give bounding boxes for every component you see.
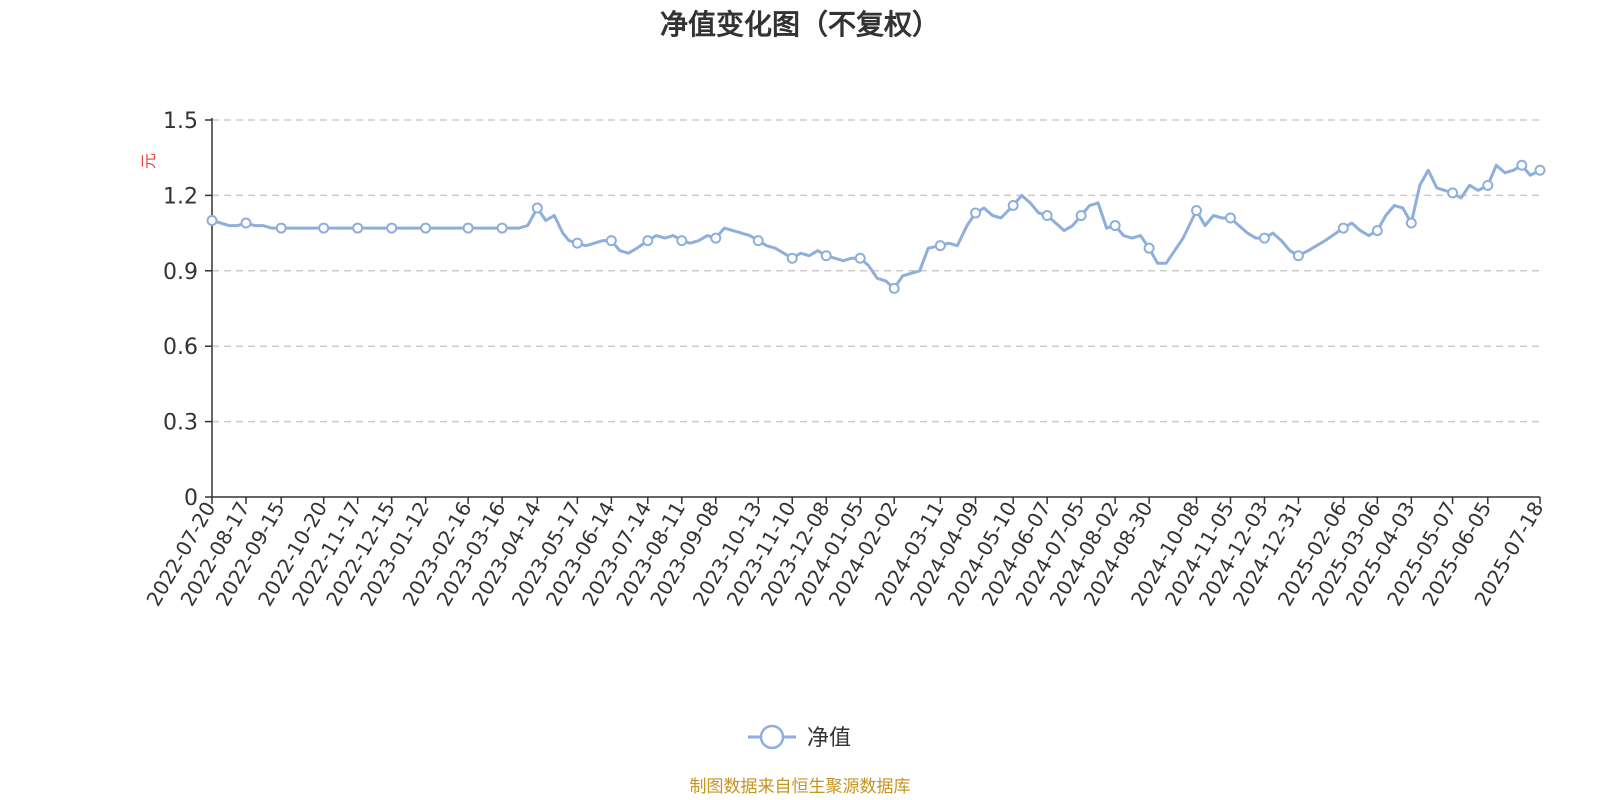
y-axis-unit-label: 元 [139, 153, 158, 169]
data-point [1447, 187, 1459, 199]
y-tick-label: 0.6 [163, 335, 198, 360]
data-point [642, 235, 654, 247]
data-point [1516, 159, 1528, 171]
data-point [531, 202, 543, 214]
data-point [571, 237, 583, 249]
y-tick-label: 1.2 [163, 184, 198, 209]
data-source-note: 制图数据来自恒生聚源数据库 [690, 777, 911, 797]
data-point [1258, 232, 1270, 244]
data-point [970, 207, 982, 219]
data-point [1371, 225, 1383, 237]
data-point [1041, 210, 1053, 222]
data-point [1190, 204, 1202, 216]
data-point [1337, 222, 1349, 234]
data-point [1075, 210, 1087, 222]
data-point [1534, 164, 1546, 176]
y-axis-ticks: 0 0.3 0.6 0.9 1.2 1.5 [163, 109, 212, 511]
data-point [1143, 242, 1155, 254]
data-point [605, 235, 617, 247]
data-point [676, 235, 688, 247]
axes [211, 118, 1540, 498]
data-point [206, 215, 218, 227]
y-tick-label: 0.3 [163, 411, 198, 436]
data-point [854, 252, 866, 264]
data-point [1109, 220, 1121, 232]
data-point [420, 222, 432, 234]
data-point [934, 240, 946, 252]
y-tick-label: 1.5 [163, 109, 198, 134]
data-point [1292, 250, 1304, 262]
data-point [1224, 212, 1236, 224]
data-point [888, 282, 900, 294]
data-point [352, 222, 364, 234]
legend[interactable]: 净值 [748, 724, 851, 751]
data-point [752, 235, 764, 247]
legend-marker-swatch [759, 724, 785, 750]
series-line-nav [210, 163, 1542, 290]
data-point [786, 252, 798, 264]
data-point [496, 222, 508, 234]
data-point [1405, 217, 1417, 229]
data-point [386, 222, 398, 234]
x-axis-ticks: 2022-07-202022-08-172022-09-152022-10-20… [141, 497, 1548, 610]
grid-lines [212, 119, 1540, 423]
data-point [820, 250, 832, 262]
series-nav [206, 159, 1546, 294]
data-point [1007, 199, 1019, 211]
y-tick-label: 0 [184, 486, 198, 511]
y-tick-label: 0.9 [163, 260, 198, 285]
data-point [275, 222, 287, 234]
data-point [318, 222, 330, 234]
data-point [1482, 179, 1494, 191]
data-point [710, 232, 722, 244]
data-point [240, 217, 252, 229]
data-point [462, 222, 474, 234]
legend-label-nav: 净值 [807, 726, 851, 751]
chart-title: 净值变化图（不复权） [660, 8, 940, 41]
